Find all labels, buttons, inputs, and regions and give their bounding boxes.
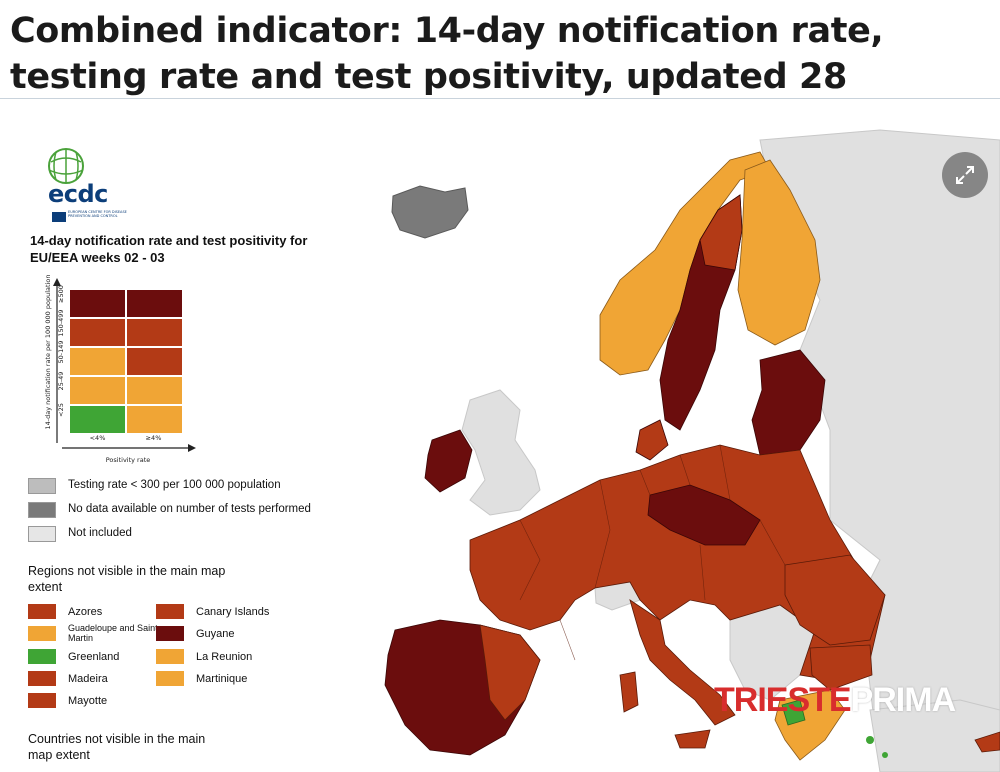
greece-north bbox=[781, 699, 806, 726]
watermark-part2: PRIMA bbox=[850, 681, 957, 719]
sicily bbox=[674, 729, 711, 749]
risk-grid: 14-day notification rate per 100 000 pop… bbox=[28, 275, 198, 478]
iceland bbox=[391, 185, 469, 239]
turkey-region bbox=[869, 699, 1000, 772]
grid-cell bbox=[127, 377, 182, 404]
grid-cell bbox=[70, 290, 125, 317]
europe-map bbox=[384, 129, 1000, 772]
greek-island bbox=[882, 752, 888, 758]
swatch-guadeloupe bbox=[28, 626, 56, 641]
region-mayotte: Mayotte bbox=[68, 695, 108, 707]
uk-region bbox=[461, 389, 541, 516]
ecdc-subtitle: EUROPEAN CENTRE FOR DISEASE PREVENTION A… bbox=[68, 210, 127, 218]
swatch-greenland bbox=[28, 649, 56, 664]
ecdc-logo bbox=[48, 148, 84, 222]
map-figure: ecdc EUROPEAN CENTRE FOR DISEASE PREVENT… bbox=[0, 100, 1000, 772]
y-axis-arrow bbox=[53, 278, 61, 443]
region-reunion: La Reunion bbox=[196, 651, 253, 663]
page-headline: Combined indicator: 14-day notification … bbox=[10, 11, 884, 143]
col-label-1: ≥4% bbox=[145, 434, 162, 442]
grid-cell bbox=[70, 348, 125, 375]
region-madeira: Madeira bbox=[68, 673, 108, 685]
swatch-martinique bbox=[156, 671, 184, 686]
ireland bbox=[424, 429, 473, 493]
legend-no-data: No data available on number of tests per… bbox=[68, 503, 311, 515]
region-guyane: Guyane bbox=[196, 628, 235, 640]
region-azores: Azores bbox=[68, 606, 103, 618]
grid-cell bbox=[70, 377, 125, 404]
legend-low-testing: Testing rate < 300 per 100 000 populatio… bbox=[68, 479, 281, 491]
grid-cell bbox=[127, 290, 182, 317]
expand-button[interactable] bbox=[942, 152, 988, 198]
region-martinique: Martinique bbox=[196, 673, 248, 685]
region-guadeloupe: Guadeloupe and Saint Martin bbox=[68, 623, 158, 643]
row-label-4: <25 bbox=[57, 403, 65, 417]
x-axis-arrow bbox=[62, 444, 196, 452]
swatch-no-data bbox=[28, 502, 56, 518]
col-label-0: <4% bbox=[89, 434, 106, 442]
greek-island bbox=[866, 736, 874, 744]
region-borders bbox=[519, 444, 786, 661]
ecdc-wordmark: ecdc bbox=[48, 180, 108, 208]
grid-cell bbox=[127, 406, 182, 433]
swatch-madeira bbox=[28, 671, 56, 686]
bulgaria bbox=[809, 644, 873, 691]
grid-cell bbox=[127, 348, 182, 375]
grid-cell bbox=[70, 319, 125, 346]
row-label-3: 25-49 bbox=[57, 371, 65, 391]
spain-east bbox=[479, 624, 541, 721]
regions-title: Regions not visible in the main map exte… bbox=[28, 564, 226, 594]
denmark bbox=[635, 419, 669, 461]
italy bbox=[629, 599, 736, 726]
swatch-not-included bbox=[28, 526, 56, 542]
region-canary: Canary Islands bbox=[196, 606, 270, 618]
x-axis-label: Positivity rate bbox=[105, 456, 151, 464]
region-greenland: Greenland bbox=[68, 651, 120, 663]
row-label-0: ≥500 bbox=[57, 285, 65, 303]
swatch-guyane bbox=[156, 626, 184, 641]
expand-icon bbox=[956, 166, 974, 184]
swatch-low-testing bbox=[28, 478, 56, 494]
legend-panel: ecdc EUROPEAN CENTRE FOR DISEASE PREVENT… bbox=[18, 138, 356, 772]
cyprus bbox=[974, 731, 1000, 753]
sweden-north bbox=[699, 194, 743, 271]
swatch-mayotte bbox=[28, 693, 56, 708]
grid-cell bbox=[70, 406, 125, 433]
sardinia bbox=[619, 671, 639, 713]
watermark-part1: TRIESTE bbox=[714, 681, 852, 719]
finland bbox=[737, 159, 821, 346]
swatch-canary bbox=[156, 604, 184, 619]
swatch-reunion bbox=[156, 649, 184, 664]
headline-divider bbox=[0, 98, 1000, 99]
swatch-azores bbox=[28, 604, 56, 619]
y-axis-label: 14-day notification rate per 100 000 pop… bbox=[44, 274, 52, 430]
row-label-1: 150-499 bbox=[57, 309, 65, 337]
countries-title: Countries not visible in the main map ex… bbox=[28, 732, 206, 762]
norway bbox=[599, 151, 771, 376]
legend-not-included: Not included bbox=[68, 527, 132, 539]
row-label-2: 50-149 bbox=[57, 340, 65, 364]
czechia-slovakia bbox=[647, 484, 761, 546]
watermark: TRIESTEPRIMA bbox=[714, 681, 957, 719]
romania bbox=[784, 554, 886, 646]
grid-cell bbox=[127, 319, 182, 346]
legend-title: 14-day notification rate and test positi… bbox=[30, 233, 308, 265]
